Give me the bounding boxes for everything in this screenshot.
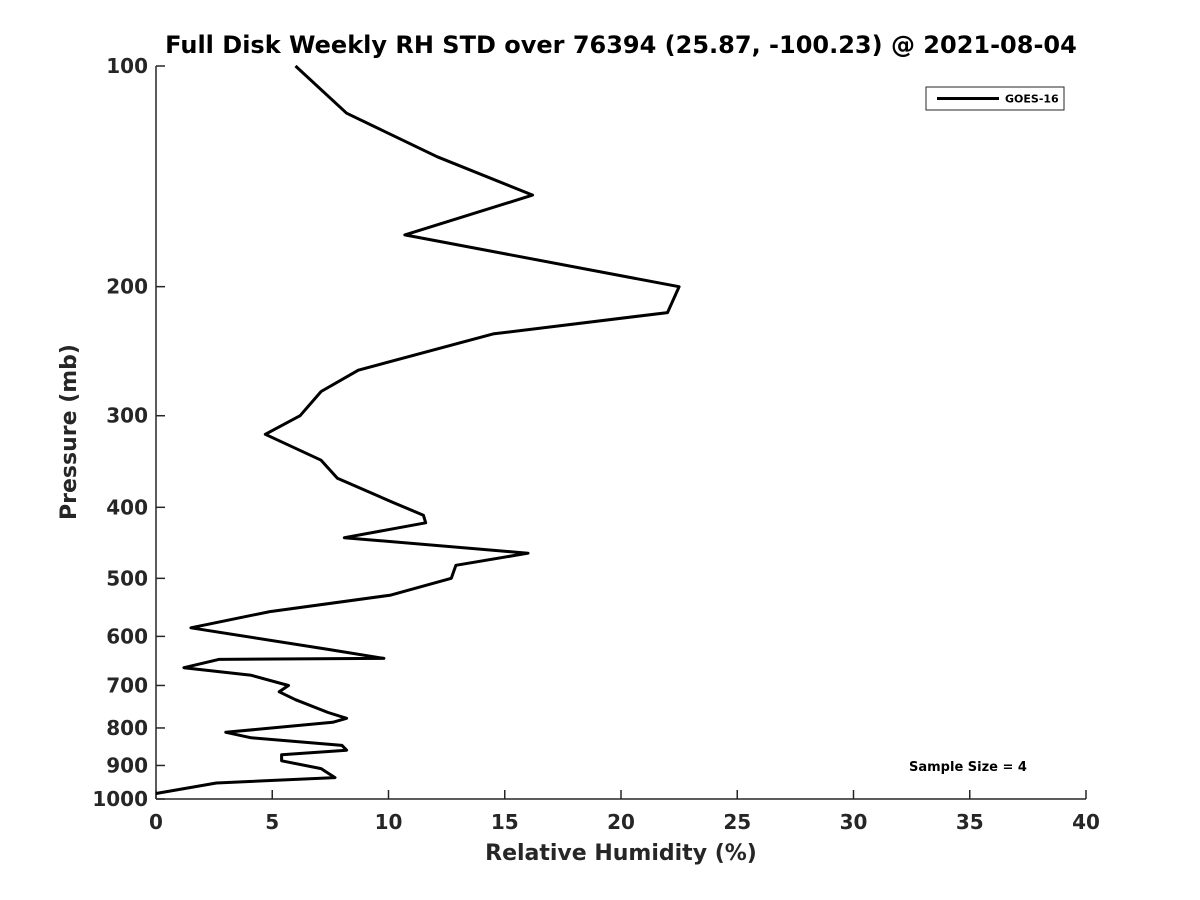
x-ticks: 0 5 10 15 20 25 30 35 40 xyxy=(149,790,1100,834)
y-tick-label: 600 xyxy=(106,624,148,648)
y-tick-label: 300 xyxy=(106,404,148,428)
x-tick-label: 20 xyxy=(607,810,635,834)
series-layer xyxy=(155,64,681,795)
y-tick-label: 400 xyxy=(106,495,148,519)
axes xyxy=(155,66,1086,800)
legend: GOES-16 xyxy=(925,86,1065,111)
y-tick-label: 100 xyxy=(106,54,148,78)
x-tick-label: 35 xyxy=(956,810,984,834)
y-tick-label: 900 xyxy=(106,753,148,777)
y-axis-label: Pressure (mb) xyxy=(57,344,82,520)
series-line-goes-16 xyxy=(155,64,681,795)
x-tick-label: 5 xyxy=(265,810,279,834)
x-tick-label: 40 xyxy=(1072,810,1100,834)
x-tick-label: 25 xyxy=(723,810,751,834)
x-axis-label: Relative Humidity (%) xyxy=(485,841,757,866)
x-tick-label: 30 xyxy=(840,810,868,834)
x-tick-label: 10 xyxy=(375,810,403,834)
y-ticks: 100 200 300 400 500 600 700 800 900 1000 xyxy=(92,54,165,811)
sample-size-annotation: Sample Size = 4 xyxy=(909,760,1027,775)
y-tick-label: 800 xyxy=(106,716,148,740)
y-tick-label: 200 xyxy=(106,275,148,299)
legend-label-goes-16: GOES-16 xyxy=(1005,93,1059,106)
y-tick-label: 700 xyxy=(106,673,148,697)
chart-title: Full Disk Weekly RH STD over 76394 (25.8… xyxy=(165,31,1077,59)
x-tick-label: 0 xyxy=(149,810,163,834)
y-tick-label: 500 xyxy=(106,566,148,590)
x-tick-label: 15 xyxy=(491,810,519,834)
y-tick-label: 1000 xyxy=(92,787,148,811)
